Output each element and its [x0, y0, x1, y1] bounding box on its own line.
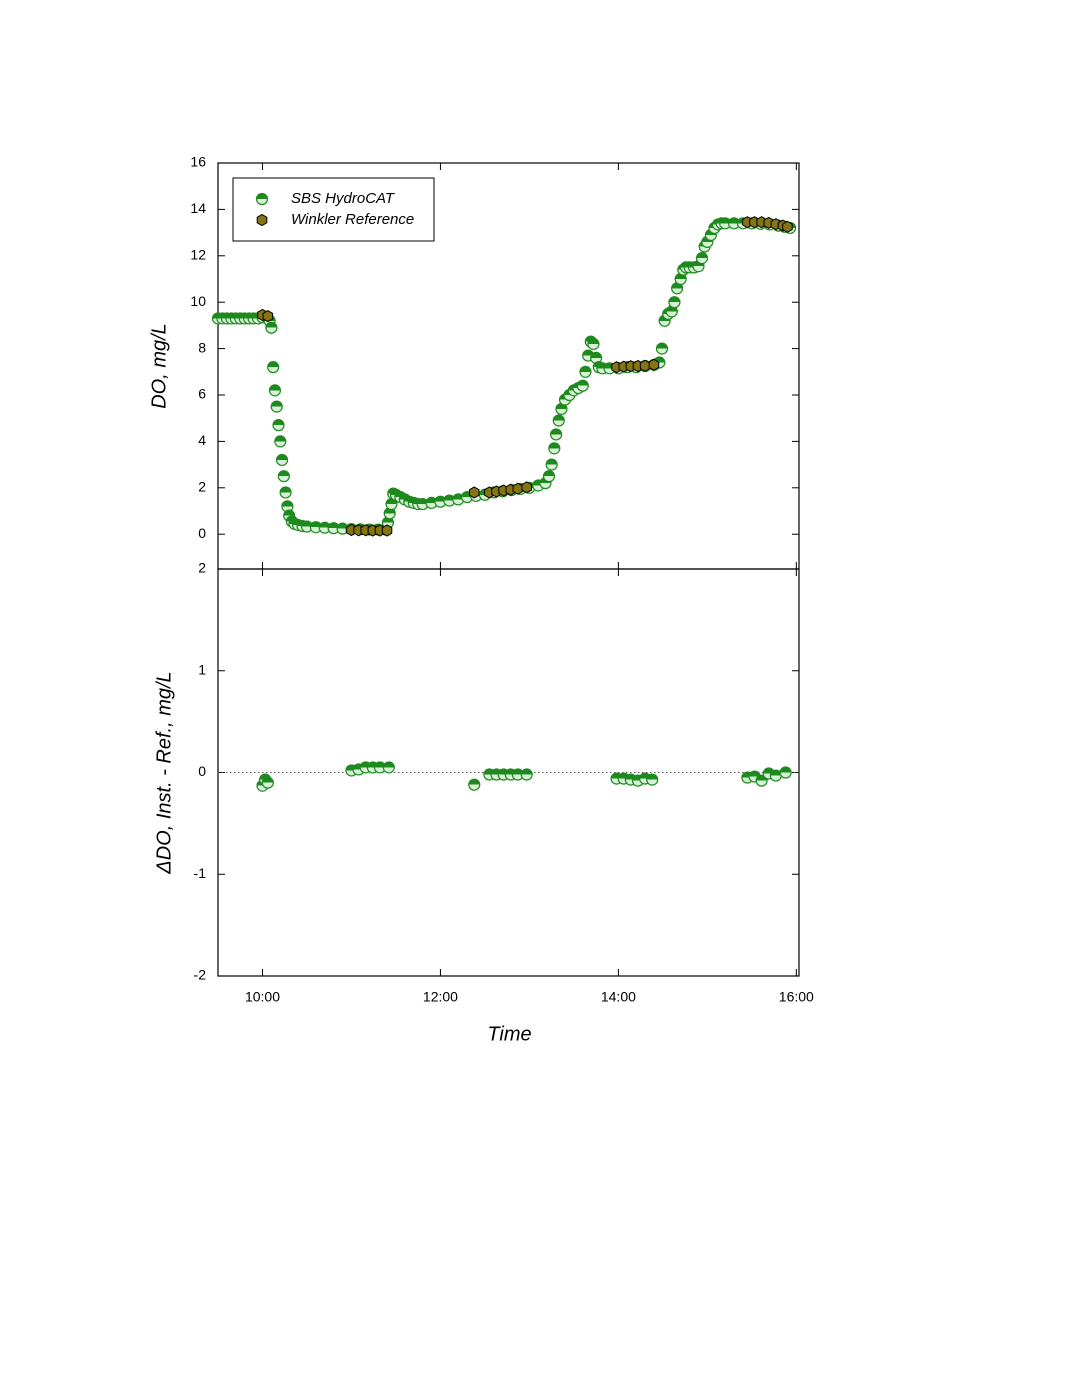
x-tick-label: 12:00 [423, 989, 458, 1005]
y-tick-label: 0 [198, 525, 206, 541]
y-tick-label: 14 [190, 200, 206, 216]
y-tick-label: 2 [198, 560, 206, 576]
sensor-point [655, 342, 669, 355]
reference-point [381, 524, 393, 537]
x-tick-label: 14:00 [601, 989, 636, 1005]
y-tick-label: 1 [198, 661, 206, 677]
y-tick-label: 8 [198, 339, 206, 355]
sensor-point [275, 453, 289, 467]
sensor-point [548, 442, 561, 455]
sensor-point [542, 470, 556, 483]
y-tick-label: 0 [198, 763, 206, 779]
sensor-point [755, 774, 768, 787]
sensor-point [268, 384, 282, 397]
x-tick-label: 10:00 [245, 989, 280, 1005]
sensor-point [382, 761, 395, 774]
sensor-point [520, 768, 533, 781]
y-tick-label: 12 [190, 247, 206, 263]
y-tick-label: 16 [190, 154, 206, 170]
sensor-point [272, 419, 285, 432]
sensor-point [261, 776, 274, 789]
legend-marker [255, 192, 269, 206]
sensor-point [550, 428, 563, 441]
legend-label: SBS HydroCAT [291, 190, 396, 207]
x-tick-label: 16:00 [779, 989, 814, 1005]
sensor-point [274, 435, 287, 448]
y-tick-label: -1 [194, 865, 207, 881]
reference-point [521, 481, 532, 494]
sensor-point [576, 379, 589, 392]
reference-point [262, 310, 274, 323]
sensor-point [545, 458, 558, 471]
sensor-point [279, 486, 292, 499]
reference-point [648, 358, 660, 371]
sensor-point [267, 361, 280, 374]
sensor-point [587, 337, 600, 351]
y-tick-label: 4 [198, 432, 206, 448]
sensor-point [552, 414, 565, 427]
sensor-point [668, 296, 681, 309]
sensor-point [779, 766, 792, 779]
reference-point [469, 486, 480, 499]
y-tick-label: 6 [198, 386, 206, 402]
legend-label: Winkler Reference [291, 211, 414, 228]
sensor-point [468, 778, 481, 791]
reference-point [639, 359, 651, 372]
y-tick-label: 10 [190, 293, 206, 309]
y-tick-label: -2 [194, 967, 207, 983]
y-tick-label: 2 [198, 479, 206, 495]
reference-point [512, 482, 524, 495]
y-axis-label: DO, mg/L [148, 323, 170, 409]
sensor-point [646, 773, 659, 786]
sensor-point [579, 365, 592, 378]
reference-point [782, 220, 793, 233]
sensor-point [265, 321, 278, 334]
legend-box [232, 177, 435, 242]
sensor-point [277, 470, 290, 483]
y-axis-label: ΔDO, Inst. - Ref., mg/L [153, 671, 175, 874]
legend-marker [256, 213, 268, 227]
sensor-point [695, 252, 709, 265]
sensor-point [270, 400, 283, 413]
x-axis-label: Time [487, 1023, 531, 1045]
